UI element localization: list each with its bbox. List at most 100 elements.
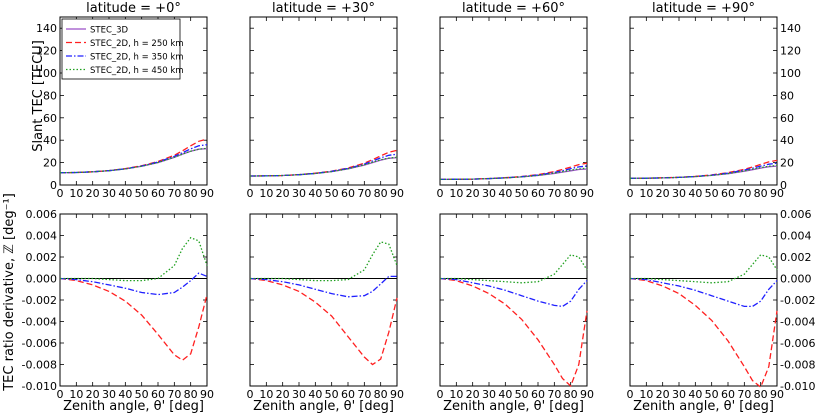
x-tick-label: 50 [705,388,719,401]
y-tick-label: 80 [43,89,57,102]
x-tick-label: 80 [564,388,578,401]
x-tick-label: 0 [57,388,64,401]
series-line [59,272,208,296]
series-line [629,277,778,389]
y-tick-label: 80 [780,89,794,102]
series-line [629,277,778,308]
y-tick-label: 20 [780,157,794,170]
series-line [439,277,588,388]
panel-title: latitude = +90° [652,1,755,16]
legend: STEC_3D STEC_2D, h = 250 km STEC_2D, h = 3… [61,18,184,80]
top-plot-frame [439,16,588,186]
y-tick-label: -0.010 [780,380,815,393]
x-tick-label: 30 [102,187,116,200]
x-tick-label: 50 [515,388,529,401]
x-tick-label: 50 [325,388,339,401]
x-tick-label: 80 [374,388,388,401]
x-tick-label: 10 [639,187,653,200]
y-tick-label: -0.008 [22,359,57,372]
series-line [249,275,397,298]
y-tick-label: 0.004 [26,230,58,243]
x-tick-label: 70 [357,388,371,401]
x-tick-label: 80 [184,187,198,200]
y-tick-label: 0.004 [780,230,812,243]
series-line [439,277,588,308]
y-tick-label: -0.006 [780,337,815,350]
panel-title: latitude = +30° [272,1,375,16]
y-tick-label: 0 [50,179,57,192]
y-tick-label: 0.006 [26,208,58,221]
top-panel-1: 0 10 20 30 40 50 60 70 80 90020406080100120140lat… [36,1,214,200]
x-tick-label: 40 [118,388,132,401]
x-tick-label: 0 [247,187,254,200]
x-tick-label: 60 [151,388,165,401]
x-tick-label: 70 [547,187,561,200]
x-tick-label: 0 [627,187,634,200]
y-tick-label: 20 [43,157,57,170]
series-line [250,241,398,282]
y-tick-label: 100 [36,67,57,80]
x-tick-label: 20 [276,388,290,401]
x-tick-label: 40 [688,187,702,200]
y-tick-label: 60 [43,112,57,125]
x-tick-label: 90 [390,187,404,200]
x-tick-label: 30 [102,388,116,401]
top-plot-frame [59,16,208,186]
x-tick-label: 50 [515,187,529,200]
legend-label: STEC_3D [90,26,129,36]
x-tick-label: 90 [770,388,784,401]
x-tick-label: 20 [656,187,670,200]
y-tick-label: 0.006 [780,208,812,221]
x-tick-label: 30 [482,187,496,200]
y-tick-label: 100 [780,67,801,80]
top-ylabel: Slant TEC [TECU] [31,40,46,152]
series-line [249,149,398,177]
x-tick-label: 80 [564,187,578,200]
x-tick-label: 20 [466,187,480,200]
x-tick-label: 80 [754,187,768,200]
legend-label: STEC_2D, h = 250 km [90,39,184,49]
series-line [439,167,588,181]
x-tick-label: 30 [672,388,686,401]
y-tick-label: 120 [780,45,801,58]
y-tick-label: 140 [36,22,57,35]
x-tick-label: 50 [705,187,719,200]
x-tick-label: 10 [69,388,83,401]
y-tick-label: 0 [780,179,787,192]
series-line [59,144,208,174]
y-tick-label: -0.004 [22,316,57,329]
x-axis-label: Zenith angle, θ' [deg] [63,399,204,414]
series-line [439,162,588,181]
top-plot-frame [249,16,398,186]
x-tick-label: 70 [167,187,181,200]
y-tick-label: 0.002 [780,251,812,264]
x-tick-label: 80 [754,388,768,401]
top-panel-2: 0 10 20 30 40 50 60 70 80 90 latitude = +30° [247,1,405,200]
top-panel-3: 0 10 20 30 40 50 60 70 80 90 latitude = +60° [437,1,595,200]
y-tick-label: -0.002 [22,294,57,307]
x-tick-label: 0 [57,187,64,200]
series-line [249,156,398,177]
x-tick-label: 40 [498,187,512,200]
y-tick-label: -0.002 [780,294,815,307]
x-tick-label: 60 [341,388,355,401]
x-tick-label: 30 [292,388,306,401]
x-tick-label: 90 [200,388,214,401]
y-tick-label: 0.002 [26,251,58,264]
x-tick-label: 20 [466,388,480,401]
series-line [629,164,778,179]
x-tick-label: 10 [259,388,273,401]
x-tick-label: 60 [721,388,735,401]
x-tick-label: 20 [86,187,100,200]
series-line [59,138,208,174]
y-tick-label: 40 [780,134,794,147]
x-tick-label: 50 [135,388,149,401]
top-panel-4: 0 10 20 30 40 50 60 70 80 90020406080100120140lat… [627,1,802,200]
x-tick-label: 60 [341,187,355,200]
x-tick-label: 70 [737,388,751,401]
x-tick-label: 40 [118,187,132,200]
series-line [439,165,588,181]
series-line [60,236,208,282]
